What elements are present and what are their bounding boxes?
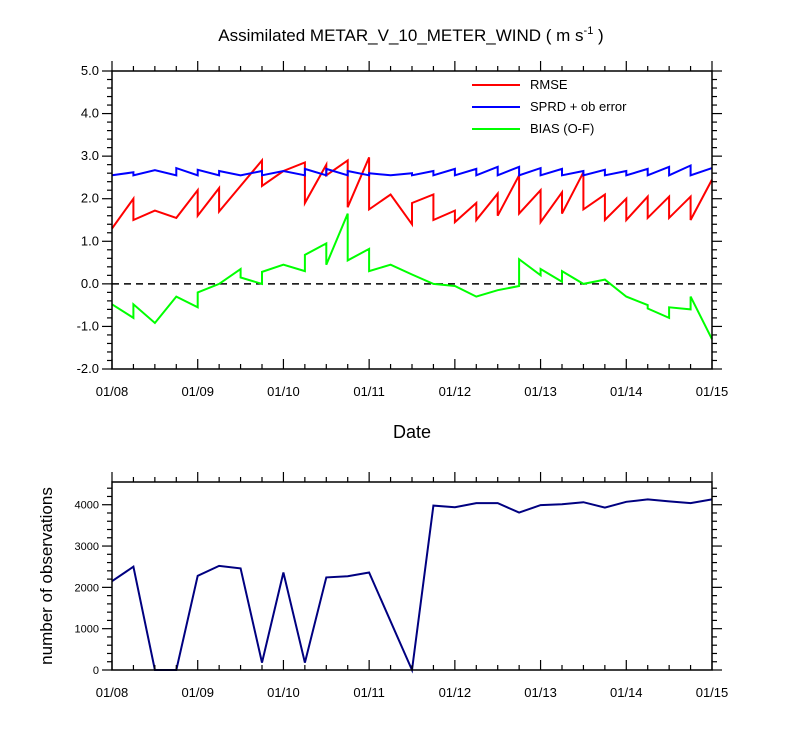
top-y-tick-label: 3.0	[81, 148, 99, 163]
bottom-y-tick-label: 2000	[75, 582, 99, 594]
bottom-y-tick-label: 3000	[75, 541, 99, 553]
bottom-x-tick-label: 01/14	[610, 685, 643, 700]
bottom-x-tick-label: 01/15	[696, 685, 729, 700]
top-y-tick-label: 0.0	[81, 276, 99, 291]
top-series-rmse	[111, 157, 713, 230]
chart-title: Assimilated METAR_V_10_METER_WIND ( m s-…	[218, 25, 603, 45]
bottom-x-tick-label: 01/11	[353, 685, 385, 700]
top-x-tick-label: 01/14	[610, 384, 643, 399]
top-y-tick-label: 1.0	[81, 233, 99, 248]
top-x-tick-label: 01/09	[181, 384, 214, 399]
bottom-x-tick-label: 01/12	[439, 685, 472, 700]
top-series-sprd-ob-error	[111, 163, 713, 177]
legend-label-bias-o-f: BIAS (O-F)	[530, 121, 594, 136]
legend: RMSE SPRD + ob error BIAS (O-F)	[472, 77, 627, 136]
top-y-tick-label: -2.0	[77, 361, 99, 376]
legend-label-rmse: RMSE	[530, 77, 568, 92]
bottom-x-tick-label: 01/10	[267, 685, 300, 700]
top-x-tick-label: 01/08	[96, 384, 129, 399]
top-y-tick-label: 2.0	[81, 191, 99, 206]
bottom-y-tick-label: 1000	[75, 624, 99, 636]
bottom-y-tick-label: 4000	[75, 500, 99, 512]
top-series-bias-o-f	[111, 213, 713, 340]
rmse-spread-bias-chart: Assimilated METAR_V_10_METER_WIND ( m s-…	[77, 25, 729, 442]
top-x-tick-label: 01/13	[524, 384, 557, 399]
top-x-tick-label: 01/15	[696, 384, 729, 399]
bottom-x-tick-label: 01/09	[181, 685, 214, 700]
bottom-x-tick-label: 01/08	[96, 685, 129, 700]
bottom-y-tick-label: 0	[93, 665, 99, 677]
top-y-tick-label: 5.0	[81, 63, 99, 78]
top-x-tick-label: 01/11	[353, 384, 385, 399]
bottom-x-tick-label: 01/13	[524, 685, 557, 700]
y-axis-label: number of observations	[37, 487, 56, 665]
top-y-tick-label: -1.0	[77, 318, 99, 333]
top-x-tick-label: 01/12	[439, 384, 472, 399]
top-x-tick-label: 01/10	[267, 384, 300, 399]
legend-label-sprd-ob-error: SPRD + ob error	[530, 99, 627, 114]
bottom-plot-frame	[111, 481, 713, 671]
bottom-series-number-of-observations	[111, 498, 713, 674]
top-y-tick-label: 4.0	[81, 106, 99, 121]
observation-count-chart: 01/08 01/09 01/10 01/11 01/12 01/13 01/14 01/15…	[37, 472, 728, 700]
x-axis-label: Date	[393, 422, 431, 442]
